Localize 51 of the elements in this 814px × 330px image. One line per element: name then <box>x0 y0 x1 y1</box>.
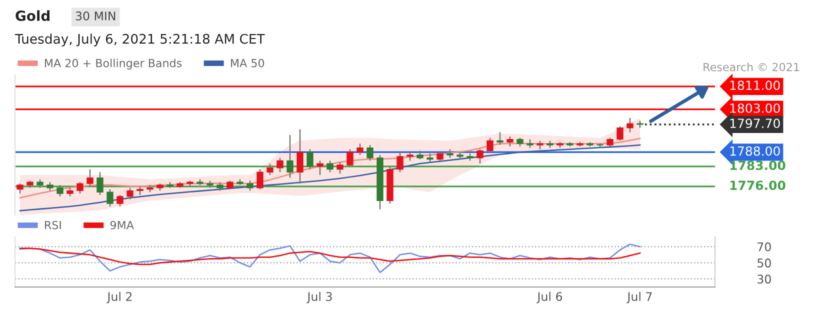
candlestick <box>476 148 484 164</box>
ref-line-label: 1797.70 <box>730 118 780 128</box>
candlestick <box>76 182 84 194</box>
ref-line-label: 1803.00 <box>730 103 780 113</box>
x-tick-label: Jul 3 <box>306 292 332 304</box>
x-tick-label: Jul 6 <box>536 292 562 304</box>
candlestick <box>486 137 494 153</box>
candlestick <box>296 128 304 184</box>
candlestick <box>16 182 24 194</box>
chart-subtitle: Tuesday, July 6, 2021 5:21:18 AM CET <box>14 34 265 46</box>
y-tick-label: 70 <box>758 242 771 252</box>
line-series <box>19 244 641 274</box>
candlestick <box>96 172 104 196</box>
candlestick <box>246 180 254 192</box>
x-tick-label: Jul 7 <box>626 292 652 304</box>
candlestick <box>306 148 314 170</box>
candlestick <box>266 162 274 176</box>
candlestick <box>616 126 624 142</box>
legend-label: 9MA <box>110 220 134 230</box>
candlestick <box>356 142 364 156</box>
candlestick <box>396 152 404 173</box>
legend-label: MA 20 + Bollinger Bands <box>44 58 182 70</box>
y-tick-label: 50 <box>758 258 771 268</box>
ref-line-label: 1811.00 <box>730 80 780 90</box>
candlestick <box>126 187 134 200</box>
ref-line-label: 1788.00 <box>730 146 780 156</box>
candlestick <box>276 157 284 173</box>
candlestick <box>86 168 94 188</box>
x-tick-label: Jul 2 <box>106 292 132 304</box>
line-series <box>19 248 641 266</box>
legend-label: MA 50 <box>231 58 264 68</box>
candlestick <box>346 148 354 168</box>
candlestick <box>256 168 264 190</box>
candlestick <box>316 160 324 176</box>
candlestick <box>106 188 114 208</box>
candlestick <box>116 194 124 208</box>
candlestick <box>336 162 344 174</box>
candlestick <box>366 144 374 162</box>
text: 30 MIN <box>76 11 116 20</box>
candlestick <box>626 117 634 133</box>
candlestick <box>496 132 504 146</box>
legend-label: RSI <box>44 220 61 230</box>
candlestick <box>286 134 294 178</box>
text: Research © 2021 <box>704 62 799 72</box>
candlestick <box>56 184 64 198</box>
y-tick-label: 30 <box>758 274 771 284</box>
chart-title: Gold <box>16 10 50 22</box>
candlestick <box>326 160 334 173</box>
ref-line-label: 1776.00 <box>730 180 786 190</box>
candlestick <box>506 136 514 148</box>
ref-line-label: 1783.00 <box>730 160 786 170</box>
